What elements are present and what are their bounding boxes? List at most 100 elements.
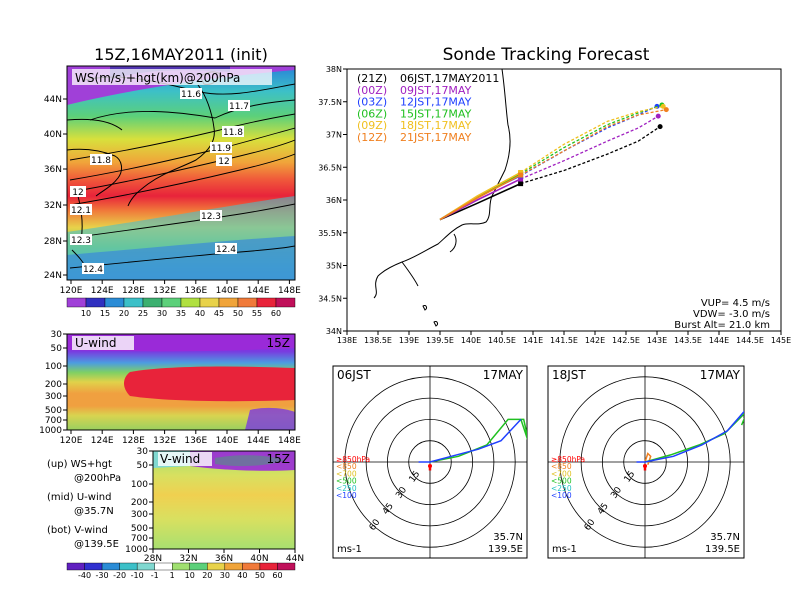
- vwind-time: 15Z: [267, 452, 291, 466]
- lon-tick-label: 132E: [153, 436, 176, 446]
- hodo-date: 17MAY: [483, 368, 524, 382]
- colorbar-tick-label: 40: [237, 571, 247, 580]
- colorbar-tick-label: 1: [170, 571, 175, 580]
- colorbar-tick-label: -20: [113, 571, 126, 580]
- colorbar-tick-label: 30: [220, 571, 230, 580]
- colorbar-cell: [119, 562, 138, 571]
- lat-tick-label: 36N: [44, 165, 62, 175]
- pressure-tick-label: 300: [45, 392, 62, 402]
- contour-label: 12.3: [71, 236, 91, 246]
- ws-lon-ticks: 120E 124E 128E 132E 136E 140E 144E 148E: [60, 280, 301, 296]
- hodo-lat: 35.7N: [710, 532, 740, 543]
- lon-tick-label: 124E: [91, 286, 114, 296]
- vup-text: VUP= 4.5 m/s: [701, 298, 770, 309]
- legend-time: 15JST,17MAY: [400, 107, 472, 120]
- lon-tick-label: 136E: [184, 286, 207, 296]
- colorbar-cell: [66, 562, 85, 571]
- lon-tick-label: 140E: [216, 286, 239, 296]
- contour-label: 11.8: [223, 128, 243, 138]
- uwind-time: 15Z: [267, 336, 291, 350]
- island-outline: [422, 305, 427, 311]
- lat-tick-label: 37N: [326, 131, 342, 140]
- hodograph-line: [418, 418, 522, 463]
- lat-tick-label: 36N: [215, 554, 233, 564]
- pressure-tick-label: 300: [131, 510, 148, 520]
- colorbar-cell: [172, 562, 190, 571]
- contour-label: 11.7: [229, 102, 249, 112]
- track-line-ascent: [439, 174, 521, 221]
- pressure-tick-label: 100: [131, 480, 148, 490]
- hodo-level-label: <500: [551, 477, 572, 486]
- sonde-track-lines: [439, 102, 669, 221]
- lon-tick-label: 144E: [709, 336, 729, 345]
- landing-marker: [660, 103, 666, 109]
- hodo-time: 18JST: [552, 368, 586, 382]
- lon-tick-label: 143.5E: [674, 336, 702, 345]
- burst-marker: [518, 172, 524, 178]
- lon-tick-label: 144E: [247, 286, 270, 296]
- colorbar-tick-label: 50: [233, 309, 243, 318]
- vwind-label: V-wind: [160, 452, 200, 466]
- lon-tick-label: 128E: [122, 286, 145, 296]
- track-line-descent: [520, 108, 667, 176]
- contour-label: 12.3: [201, 212, 221, 222]
- colorbar-cell: [259, 562, 278, 571]
- legend-mid-level: @35.7N: [74, 506, 114, 517]
- colorbar-tick-label: 15: [100, 309, 110, 318]
- legend-bot-level: @139.5E: [74, 539, 119, 550]
- hodo-level-label: ≥850hPa: [551, 455, 585, 464]
- burst-alt-text: Burst Alt= 21.0 km: [674, 320, 770, 331]
- hodo-level-label: ≥850hPa: [336, 455, 370, 464]
- pressure-tick-label: 100: [45, 362, 62, 372]
- lon-tick-label: 138.5E: [364, 336, 392, 345]
- lon-tick-label: 141.5E: [550, 336, 578, 345]
- track-line-descent: [520, 105, 664, 174]
- burst-marker: [518, 176, 524, 182]
- pressure-tick-label: 500: [131, 524, 148, 534]
- hodo-level-label: <250: [336, 484, 357, 493]
- uwind-label: U-wind: [75, 336, 116, 350]
- contour-label: 12.4: [83, 265, 103, 275]
- colorbar-tick-label: -1: [151, 571, 159, 580]
- colorbar-cell: [256, 297, 277, 308]
- contour-label: 11.8: [91, 156, 111, 166]
- colorbar-cell: [123, 297, 144, 308]
- colorbar-tick-label: -10: [131, 571, 144, 580]
- legend-bot: (bot) V-wind: [47, 525, 108, 536]
- hodo-level-label: <100: [336, 491, 357, 500]
- pressure-tick-label: 700: [45, 416, 62, 426]
- lat-tick-label: 36.5N: [318, 163, 342, 172]
- contour-label: 12: [72, 188, 83, 198]
- pressure-tick-label: 200: [45, 380, 62, 390]
- lat-tick-label: 44N: [44, 95, 62, 105]
- hodograph-line: [429, 418, 527, 463]
- hodo-level-label: <700: [551, 469, 572, 478]
- colorbar-tick-label: 20: [202, 571, 212, 580]
- legend-code: (06Z): [357, 107, 387, 120]
- colorbar-cell: [189, 562, 208, 571]
- burst-marker: [518, 169, 524, 175]
- hodo-level-label: <850: [336, 462, 357, 471]
- colorbar-tick-label: 10: [81, 309, 91, 318]
- vdw-text: VDW= -3.0 m/s: [693, 309, 770, 320]
- legend-time: 21JST,17MAY: [400, 131, 472, 144]
- colorbar-cell: [199, 297, 220, 308]
- colorbar-cell: [142, 297, 163, 308]
- lon-tick-label: 120E: [60, 436, 83, 446]
- lat-tick-label: 37.5N: [318, 98, 342, 107]
- colorbar-tick-label: -40: [78, 571, 91, 580]
- pressure-tick-label: 500: [45, 406, 62, 416]
- contour-label: 12.1: [71, 206, 91, 216]
- colorbar-cell: [277, 562, 296, 571]
- lon-tick-label: 148E: [278, 286, 301, 296]
- lon-tick-label: 140.5E: [488, 336, 516, 345]
- track-line-descent: [520, 115, 659, 180]
- colorbar-cell: [180, 297, 201, 308]
- lon-tick-label: 139E: [399, 336, 419, 345]
- lon-tick-label: 141E: [523, 336, 543, 345]
